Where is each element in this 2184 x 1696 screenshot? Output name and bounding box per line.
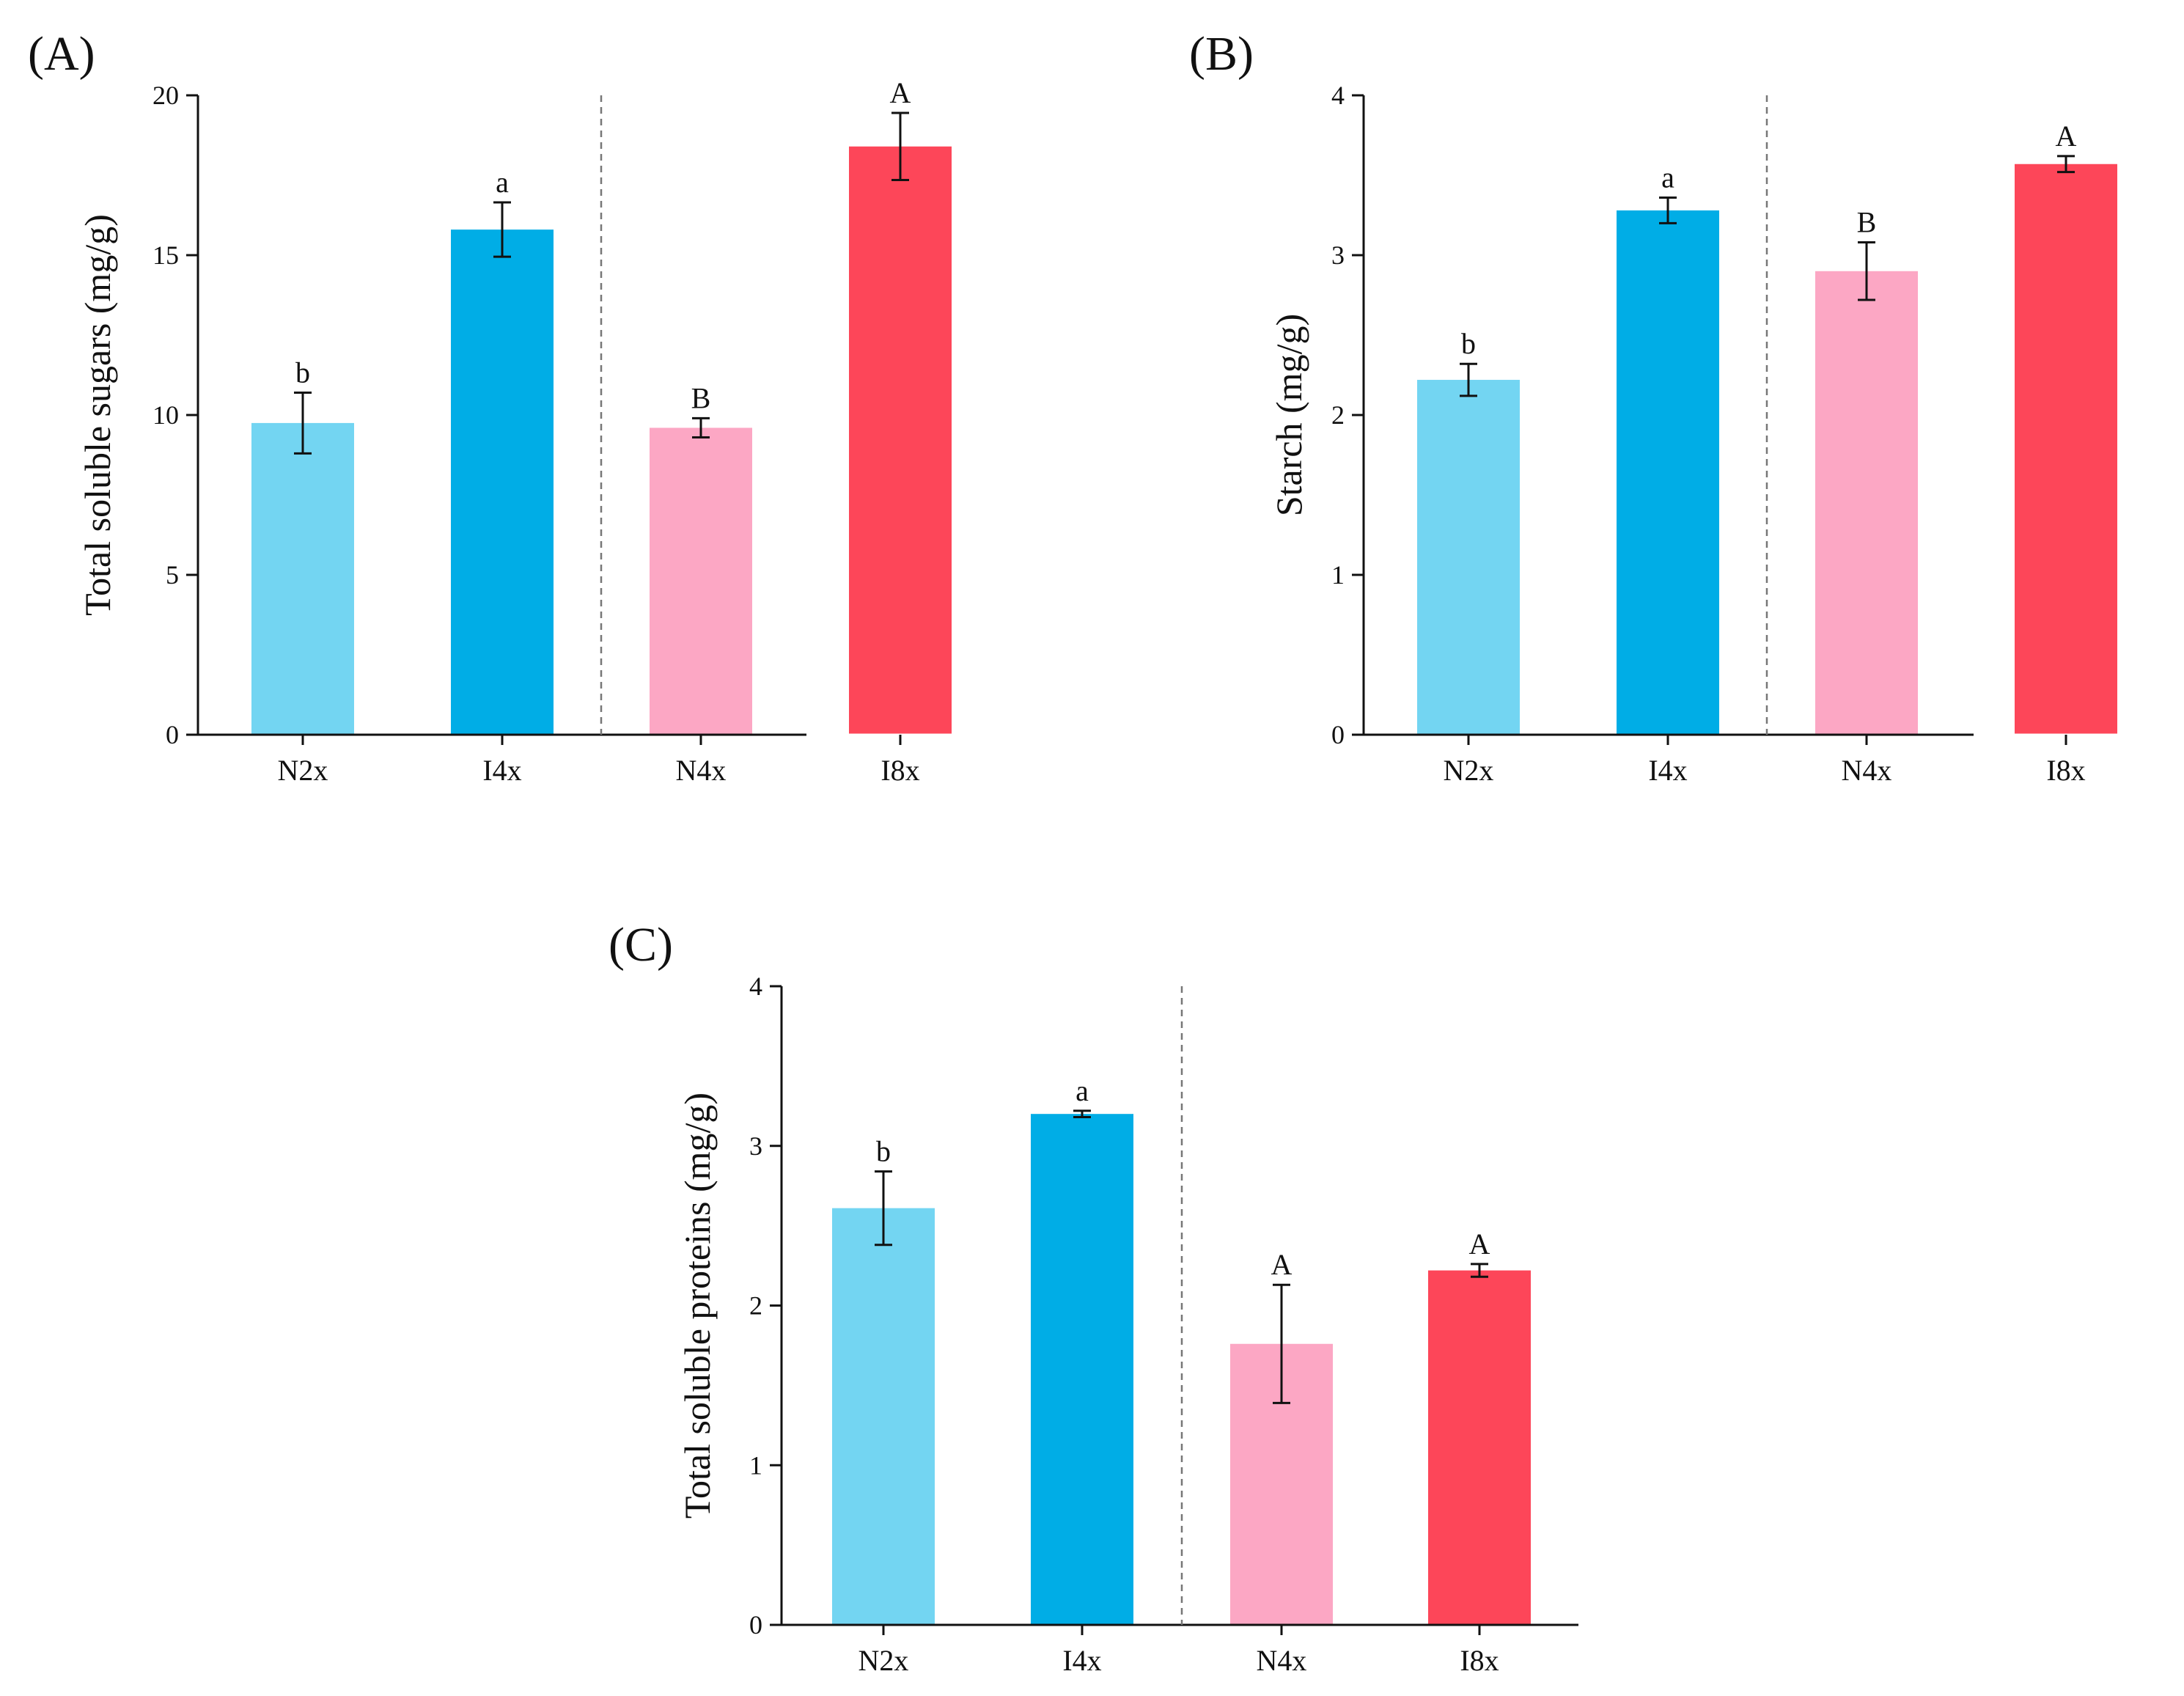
x-tick-label: N4x <box>1842 754 1892 787</box>
bar-n2x <box>251 422 354 734</box>
bar-n4x <box>650 427 752 734</box>
x-tick-label: N4x <box>1257 1644 1307 1677</box>
y-tick-label: 2 <box>749 1291 762 1321</box>
chart-panel-a: (A) 0 5 10 15 20 Total soluble sugars (mg/g) b N… <box>28 27 952 787</box>
y-tick-label: 20 <box>152 81 179 110</box>
y-tick-label: 5 <box>166 560 179 590</box>
y-tick-label: 1 <box>749 1450 762 1480</box>
bar-n2x <box>1417 380 1520 734</box>
y-axis-title: Total soluble proteins (mg/g) <box>677 1093 718 1519</box>
y-tick-label: 2 <box>1331 400 1345 430</box>
bar-i8x <box>2015 164 2117 734</box>
y-tick-label: 10 <box>152 400 179 430</box>
significance-label: B <box>691 381 711 414</box>
x-tick-label: I8x <box>1460 1644 1499 1677</box>
x-tick-label: I8x <box>2046 754 2085 787</box>
chart-panel-b: (B) 0 1 2 3 4 Starch (mg/g) b N2x a I4x B N4x A I8x <box>1189 27 2117 787</box>
y-tick-label: 15 <box>152 241 179 270</box>
significance-label: A <box>2056 120 2077 153</box>
y-tick-label: 4 <box>1331 81 1345 110</box>
panel-label: (B) <box>1189 27 1254 81</box>
y-tick-label: 0 <box>166 720 179 749</box>
significance-label: a <box>1076 1074 1089 1107</box>
significance-label: A <box>1469 1227 1490 1260</box>
y-tick-label: 1 <box>1331 560 1345 590</box>
x-tick-label: I4x <box>1062 1644 1101 1677</box>
chart-panel-c: (C) 0 1 2 3 4 Total soluble proteins (mg/g) b N2… <box>608 918 1578 1677</box>
bar-i8x <box>849 146 952 734</box>
bar-i4x <box>451 230 554 734</box>
significance-label: a <box>1661 161 1674 194</box>
significance-label: B <box>1857 206 1877 239</box>
significance-label: b <box>1461 327 1476 360</box>
significance-label: a <box>496 166 509 199</box>
y-tick-label: 3 <box>749 1131 762 1161</box>
x-tick-label: N2x <box>278 754 328 787</box>
bar-i8x <box>1428 1270 1531 1624</box>
bar-n2x <box>832 1208 935 1624</box>
significance-label: b <box>295 356 310 389</box>
x-tick-label: I4x <box>1648 754 1687 787</box>
x-tick-label: N4x <box>676 754 727 787</box>
significance-label: A <box>890 76 911 109</box>
x-tick-label: I8x <box>880 754 919 787</box>
y-tick-label: 0 <box>1331 720 1345 749</box>
x-tick-label: N2x <box>858 1644 909 1677</box>
x-tick-label: I4x <box>482 754 521 787</box>
bar-i4x <box>1617 210 1719 734</box>
y-tick-label: 3 <box>1331 241 1345 270</box>
x-tick-label: N2x <box>1444 754 1494 787</box>
y-tick-label: 0 <box>749 1610 762 1640</box>
significance-label: b <box>876 1135 891 1168</box>
bar-n4x <box>1815 271 1918 734</box>
panel-label: (C) <box>608 918 673 972</box>
y-axis-title: Total soluble sugars (mg/g) <box>77 214 118 616</box>
y-tick-label: 4 <box>749 972 762 1001</box>
significance-label: A <box>1271 1248 1293 1281</box>
y-axis-title: Starch (mg/g) <box>1268 314 1309 516</box>
panel-label: (A) <box>28 27 95 81</box>
bar-i4x <box>1031 1114 1133 1624</box>
